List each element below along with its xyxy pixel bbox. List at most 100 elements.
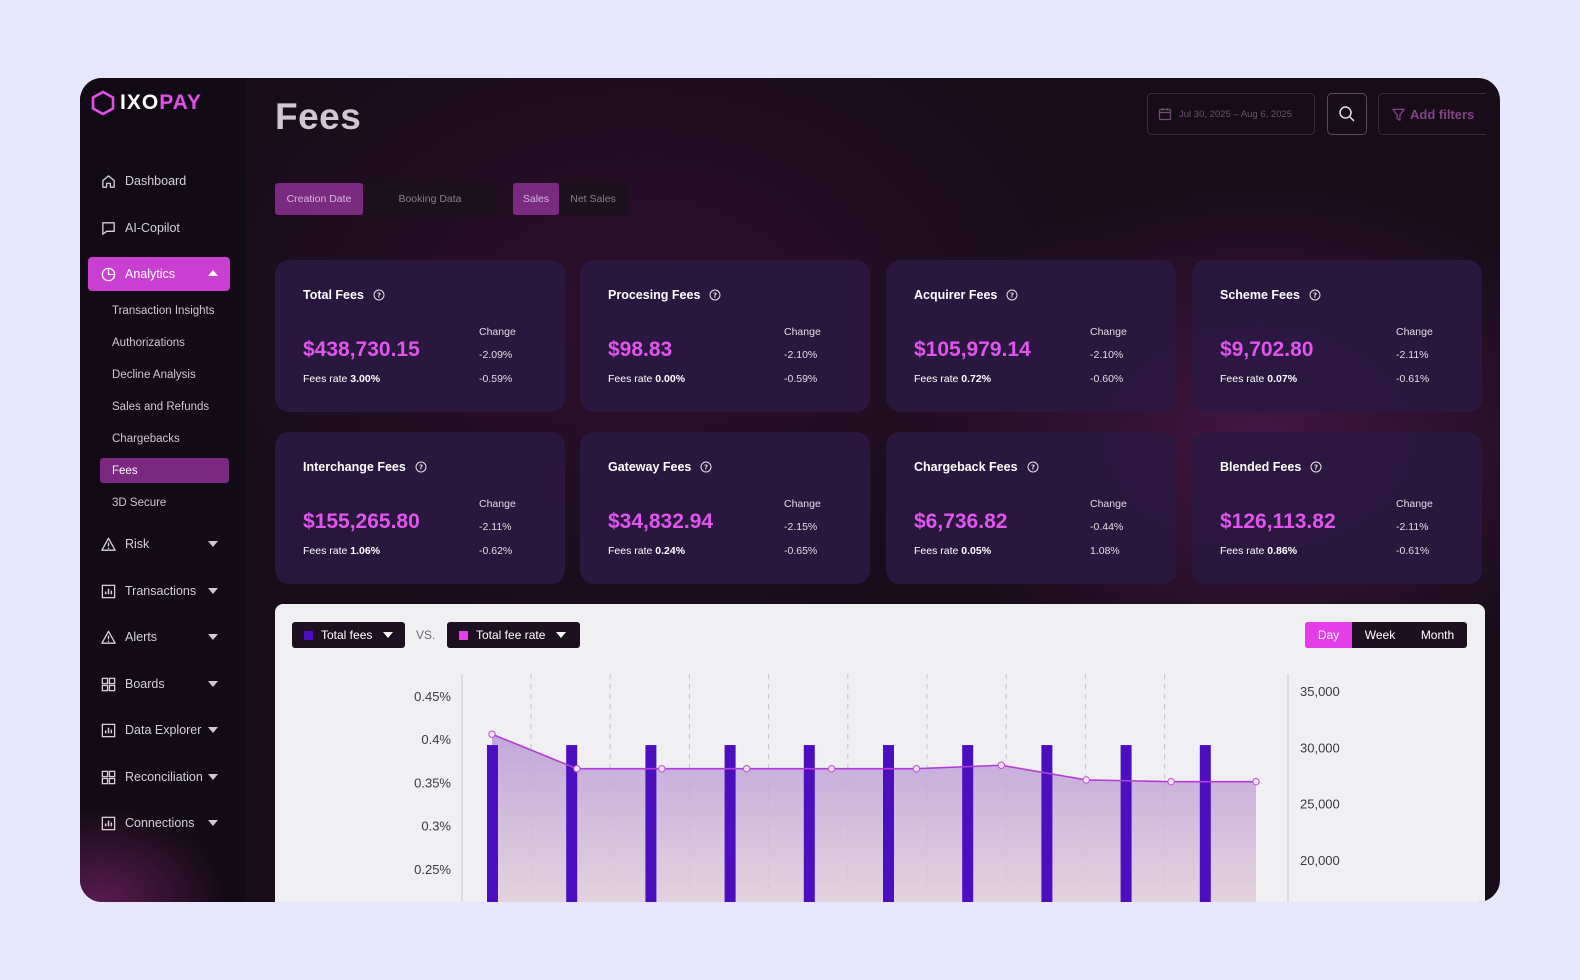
right-axis-tick-label: 30,000	[1300, 740, 1340, 755]
help-icon[interactable]: ?	[373, 289, 385, 301]
fee-bar	[1199, 745, 1211, 902]
left-axis-tick-label: 0.35%	[414, 775, 451, 790]
card-change-value: -0.65%	[784, 545, 818, 557]
card-change-value: -0.62%	[479, 545, 513, 557]
sidebar-item-reconciliation[interactable]: Reconciliation	[88, 760, 230, 794]
help-icon[interactable]: ?	[1006, 289, 1018, 301]
toggle-booking-data[interactable]: Booking Data	[363, 183, 497, 215]
card-fees-rate: Fees rate 0.24%	[608, 545, 686, 557]
metric-card-processing-fees[interactable]: Procesing Fees ? $98.83 Fees rate 0.00% …	[580, 260, 870, 412]
sidebar-item-alerts[interactable]: Alerts	[88, 620, 230, 654]
calendar-icon	[1158, 108, 1172, 121]
sidebar-item-label: Risk	[125, 537, 150, 551]
sidebar-item-label: AI-Copilot	[125, 221, 180, 235]
metric-card-total-fees[interactable]: Total Fees ? $438,730.15 Fees rate 3.00%…	[275, 260, 565, 412]
toggle-sales[interactable]: Sales	[513, 183, 559, 215]
sidebar-item-connections[interactable]: Connections	[88, 806, 230, 840]
metric-card-gateway-fees[interactable]: Gateway Fees ? $34,832.94 Fees rate 0.24…	[580, 432, 870, 584]
bar-chart-icon	[101, 816, 116, 830]
svg-text:?: ?	[713, 292, 717, 300]
card-fees-rate: Fees rate 0.07%	[1220, 373, 1298, 385]
card-change-value: -0.60%	[1090, 373, 1124, 385]
fee-rate-point	[742, 765, 751, 773]
sidebar-subitem-3d-secure[interactable]: 3D Secure	[112, 496, 167, 509]
metric-card-chargeback-fees[interactable]: Chargeback Fees ? $6,736.82 Fees rate 0.…	[886, 432, 1176, 584]
fee-rate-line	[491, 733, 1256, 783]
sidebar-item-transactions[interactable]: Transactions	[88, 574, 230, 608]
sidebar-subitem-transaction-insights[interactable]: Transaction Insights	[112, 304, 215, 317]
right-axis-tick-label: 25,000	[1300, 797, 1340, 812]
help-icon[interactable]: ?	[1310, 461, 1322, 473]
date-range-picker[interactable]: Jul 30, 2025 – Aug 6, 2025	[1147, 93, 1315, 135]
card-change-value: -2.09%	[479, 349, 513, 361]
help-icon[interactable]: ?	[1309, 289, 1321, 301]
right-axis-tick-label: 35,000	[1300, 684, 1340, 699]
sidebar-item-ai-copilot[interactable]: AI-Copilot	[88, 211, 230, 245]
help-icon[interactable]: ?	[415, 461, 427, 473]
help-icon[interactable]: ?	[700, 461, 712, 473]
primary-metric-select[interactable]: Total fees	[292, 622, 405, 648]
toggle-net-sales[interactable]: Net Sales	[559, 183, 627, 215]
card-change-value: -2.10%	[1090, 349, 1124, 361]
chevron-down-icon	[208, 541, 218, 547]
secondary-metric-select[interactable]: Total fee rate	[447, 622, 580, 648]
sidebar-subitem-sales-and-refunds[interactable]: Sales and Refunds	[112, 400, 210, 413]
sidebar-item-dashboard[interactable]: Dashboard	[88, 164, 230, 198]
fee-rate-area	[492, 734, 1256, 902]
sidebar-subitem-chargebacks[interactable]: Chargebacks	[112, 432, 180, 445]
metric-card-scheme-fees[interactable]: Scheme Fees ? $9,702.80 Fees rate 0.07% …	[1192, 260, 1482, 412]
search-icon	[1339, 106, 1355, 122]
card-title: Acquirer Fees	[914, 288, 998, 302]
grid-icon	[101, 677, 116, 691]
fee-rate-point	[573, 765, 581, 773]
hexagon-logo-icon	[91, 90, 115, 116]
sidebar-item-risk[interactable]: Risk	[88, 527, 230, 561]
chevron-down-icon	[208, 820, 218, 826]
pie-chart-icon	[101, 267, 116, 281]
card-change-value: -2.11%	[1396, 349, 1429, 361]
svg-text:?: ?	[1031, 464, 1035, 472]
help-icon[interactable]: ?	[1027, 461, 1039, 473]
logo[interactable]: IXOPAY	[90, 90, 202, 116]
fee-bar	[645, 745, 657, 902]
chevron-down-icon	[208, 634, 218, 640]
fee-bar	[566, 745, 578, 902]
sidebar-item-data-explorer[interactable]: Data Explorer	[88, 713, 230, 747]
card-change-label: Change	[784, 498, 821, 510]
primary-metric-label: Total fees	[321, 628, 373, 642]
metric-card-acquirer-fees[interactable]: Acquirer Fees ? $105,979.14 Fees rate 0.…	[886, 260, 1176, 412]
fee-bar	[487, 745, 498, 902]
card-change-value: -2.11%	[1396, 521, 1429, 533]
svg-text:?: ?	[377, 292, 381, 300]
period-selector: Day Week Month	[1305, 622, 1467, 648]
sidebar-subitem-fees[interactable]: Fees	[100, 458, 229, 483]
period-month[interactable]: Month	[1420, 628, 1455, 642]
toggle-creation-date[interactable]: Creation Date	[275, 183, 363, 215]
card-value: $155,265.80	[303, 510, 420, 533]
sidebar-subitem-authorizations[interactable]: Authorizations	[112, 336, 185, 349]
right-axis-tick-label: 20,000	[1300, 853, 1340, 868]
metric-card-blended-fees[interactable]: Blended Fees ? $126,113.82 Fees rate 0.8…	[1192, 432, 1482, 584]
chevron-down-icon	[208, 681, 218, 687]
period-week[interactable]: Week	[1364, 628, 1396, 642]
card-change-label: Change	[1396, 326, 1433, 338]
logo-text: IXOPAY	[120, 91, 202, 114]
card-value: $105,979.14	[914, 338, 1031, 361]
card-change-value: -2.15%	[784, 521, 818, 533]
card-title: Blended Fees	[1220, 460, 1302, 474]
sidebar-item-analytics[interactable]: Analytics	[88, 257, 230, 291]
help-icon[interactable]: ?	[709, 289, 721, 301]
fee-rate-point	[1252, 777, 1260, 786]
sidebar-subitem-decline-analysis[interactable]: Decline Analysis	[112, 368, 196, 381]
search-button[interactable]	[1327, 93, 1367, 135]
fee-bar	[1041, 745, 1053, 902]
period-day[interactable]: Day	[1305, 622, 1352, 648]
chevron-down-icon	[208, 774, 218, 780]
sidebar-item-label: Connections	[125, 816, 195, 830]
fees-chart: 0.45% 0.4% 0.35% 0.3% 0.25% 35,000 30,000 25,00…	[414, 674, 1340, 902]
card-title: Chargeback Fees	[914, 460, 1018, 474]
sidebar-item-boards[interactable]: Boards	[88, 667, 230, 701]
card-fees-rate: Fees rate 3.00%	[303, 373, 381, 385]
metric-card-interchange-fees[interactable]: Interchange Fees ? $155,265.80 Fees rate…	[275, 432, 565, 584]
add-filters-button[interactable]: Add filters	[1378, 93, 1486, 135]
